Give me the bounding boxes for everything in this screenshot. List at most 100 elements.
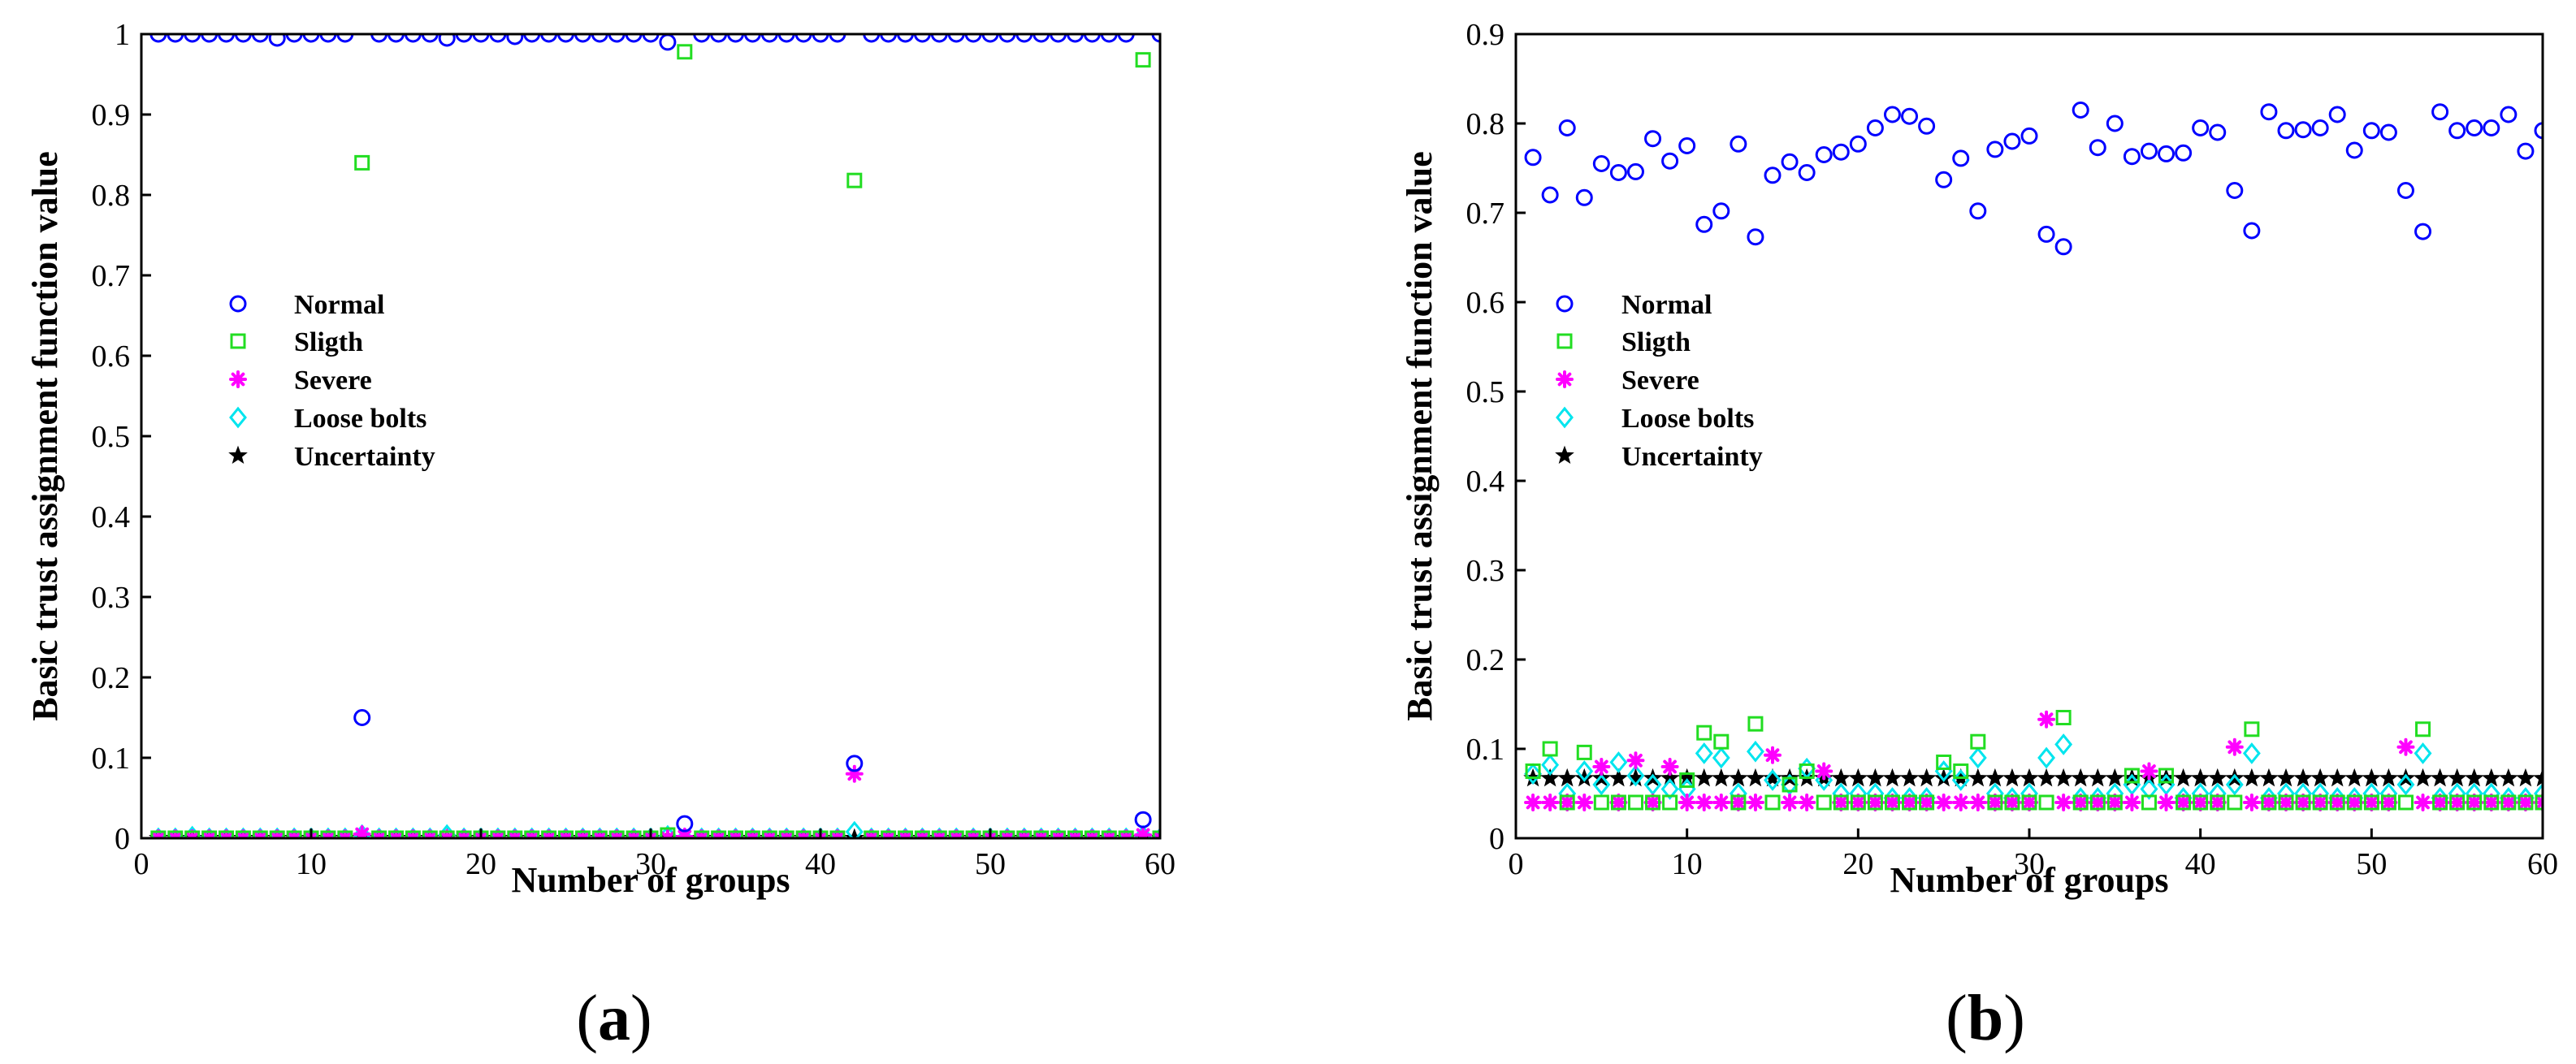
point-normal-38-b [2158,145,2176,162]
point-sligth-59-b [2518,794,2534,811]
point-uncertainty-45-b [2276,768,2296,787]
point-loose-bolts-42-b [2225,773,2244,796]
point-sligth-26-b [1953,763,1969,779]
point-normal-5-a [218,34,235,43]
point-sligth-55-b [2449,794,2466,811]
point-sligth-27-a [591,830,608,838]
point-severe-2-b [1541,794,1560,811]
point-sligth-29-a [626,830,642,838]
point-sligth-2-b [1542,741,1558,757]
legend-marker-severe-b-glyph [1556,370,1574,388]
plot-frame-a [140,32,1162,840]
point-severe-5-b [1592,758,1611,776]
point-sligth-24-a [541,830,557,838]
point-sligth-47-b [2312,794,2328,811]
legend-marker-sligth-a-glyph [230,333,246,349]
point-uncertainty-60-b [2533,768,2543,787]
point-uncertainty-54-b [2430,768,2450,787]
point-severe-22-b [1883,794,1902,811]
point-normal-58-a [1117,34,1135,43]
point-sligth-2-a [167,830,184,838]
point-normal-18-a [438,34,456,47]
point-severe-30-b [2020,794,2038,811]
legend-label-uncertainty-a: Uncertainty [294,442,435,472]
legend-label-sligth-b: Sligth [1621,327,1691,357]
point-normal-8-a [268,34,286,47]
legend-item-loose-bolts-a: Loose bolts [229,404,426,434]
point-sligth-15-a [388,830,404,838]
point-severe-35-b [2106,794,2124,811]
point-uncertainty-20-b [1848,768,1868,787]
point-sligth-58-b [2500,794,2517,811]
point-normal-40-b [2192,119,2210,136]
point-normal-10-a [302,34,320,43]
point-severe-52-b [2396,737,2415,756]
point-normal-9-a [285,34,303,43]
point-uncertainty-30-b [2020,768,2039,787]
point-severe-14-b [1746,794,1764,811]
point-normal-47-a [930,34,948,43]
point-severe-17-b [1798,794,1816,811]
point-normal-34-b [2089,139,2106,157]
point-sligth-37-b [2141,794,2157,811]
point-normal-54-b [2431,103,2449,121]
point-severe-9-b [1660,758,1679,776]
point-uncertainty-58-b [2499,768,2518,787]
point-sligth-26-a [574,830,591,838]
point-sligth-23-a [524,830,540,838]
point-sligth-5-a [219,830,234,838]
point-normal-44-a [880,34,898,43]
y-tick-label-0-a: 0 [115,822,130,856]
point-sligth-21-b [1867,794,1883,811]
point-loose-bolts-14-b [1746,740,1764,763]
panel-caption-letter-a: a [598,983,630,1054]
point-normal-46-b [2294,121,2312,139]
y-tick-label-0-3-b: 0.3 [1466,554,1505,588]
legend-marker-severe-b [1556,370,1574,388]
panel-caption-a: (a) [576,983,652,1054]
point-severe-29-b [2002,794,2021,811]
point-normal-46-a [913,34,931,43]
point-sligth-32-b [2055,710,2072,725]
x-tick-label-50-b: 50 [2356,847,2387,881]
point-severe-1-b [1524,794,1543,811]
point-loose-bolts-9-b [1660,778,1679,800]
point-normal-11-a [319,34,337,43]
point-uncertainty-51-b [2379,768,2399,787]
point-normal-51-b [2379,123,2397,141]
point-uncertainty-44-b [2259,768,2279,787]
point-severe-55-b [2448,794,2466,811]
point-normal-53-b [2414,223,2432,240]
legend-marker-severe-a-glyph [229,370,247,388]
point-normal-52-a [1015,34,1033,43]
point-uncertainty-12-b [1711,768,1731,787]
point-normal-21-a [489,34,507,43]
legend-label-uncertainty-b: Uncertainty [1621,442,1763,472]
point-normal-49-b [2345,141,2363,159]
point-sligth-52-b [2397,794,2414,811]
point-uncertainty-11-b [1694,768,1714,787]
point-normal-57-b [2483,119,2500,136]
point-sligth-33-a [694,830,710,838]
point-loose-bolts-2-b [1541,754,1560,776]
point-normal-35-a [727,34,744,43]
y-tick-label-0-6-b: 0.6 [1466,286,1505,320]
point-sligth-45-a [898,830,913,838]
point-normal-33-b [2072,102,2089,119]
point-normal-4-b [1575,188,1593,206]
point-sligth-21-a [490,830,506,838]
point-severe-27-b [1968,794,1987,811]
point-severe-25-b [1934,794,1953,811]
panel-caption-b: (b) [1946,983,2025,1054]
point-normal-32-a [676,815,694,833]
point-uncertainty-13-b [1729,768,1748,787]
point-sligth-60-b [2535,794,2543,811]
point-normal-42-b [2226,182,2244,199]
point-sligth-23-b [1902,794,1918,811]
point-uncertainty-56-b [2464,768,2484,787]
point-severe-51-b [2379,794,2398,811]
legend-marker-uncertainty-a-glyph [228,445,248,465]
point-sligth-6-b [1610,794,1626,811]
point-normal-42-a [846,755,864,772]
